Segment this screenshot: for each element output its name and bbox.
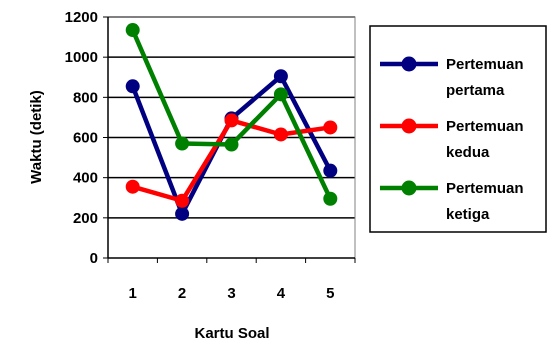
legend-label-1: Pertemuan pertama bbox=[446, 56, 524, 99]
x-tick-label-5: 5 bbox=[326, 285, 334, 302]
legend-label-3: Pertemuan ketiga bbox=[446, 180, 524, 223]
legend-label-line: pertama bbox=[446, 82, 505, 99]
data-point-s1-5 bbox=[323, 163, 338, 178]
data-point-s1-2 bbox=[175, 206, 190, 221]
legend-label-line: Pertemuan bbox=[446, 56, 524, 73]
legend-label-2: Pertemuan kedua bbox=[446, 118, 524, 161]
data-point-s3-3 bbox=[224, 137, 239, 152]
data-point-s2-1 bbox=[125, 179, 140, 194]
y-tick-label-400: 400 bbox=[73, 170, 98, 187]
x-tick-label-2: 2 bbox=[178, 285, 186, 302]
data-point-s3-4 bbox=[273, 87, 288, 102]
y-axis-title: Waktu (detik) bbox=[28, 90, 45, 184]
data-point-s3-1 bbox=[125, 23, 140, 38]
data-point-s3-2 bbox=[175, 136, 190, 151]
data-point-s2-5 bbox=[323, 120, 338, 135]
data-point-s2-2 bbox=[175, 193, 190, 208]
y-tick-label-1000: 1000 bbox=[65, 49, 98, 66]
tick-labels: 0 200 400 600 800 1000 1200 1 2 3 4 5 bbox=[65, 9, 335, 302]
y-tick-label-0: 0 bbox=[90, 250, 98, 267]
legend-box bbox=[369, 25, 547, 233]
series-3 bbox=[125, 23, 338, 206]
legend-label-line: Pertemuan bbox=[446, 118, 524, 135]
legend-label-line: ketiga bbox=[446, 206, 490, 223]
data-point-s1-4 bbox=[273, 69, 288, 84]
y-tick-label-600: 600 bbox=[73, 130, 98, 147]
legend-marker-3 bbox=[401, 180, 417, 196]
x-tick-label-4: 4 bbox=[277, 285, 286, 302]
legend-marker-1 bbox=[401, 56, 417, 72]
data-point-s2-3 bbox=[224, 113, 239, 128]
legend-marker-2 bbox=[401, 118, 417, 134]
legend: Pertemuan pertama Pertemuan kedua Pertemuan k… bbox=[369, 25, 547, 233]
y-tick-label-1200: 1200 bbox=[65, 9, 98, 26]
data-point-s3-5 bbox=[323, 191, 338, 206]
legend-label-line: Pertemuan bbox=[446, 180, 524, 197]
x-axis-title: Kartu Soal bbox=[194, 325, 269, 342]
data-point-s2-4 bbox=[273, 127, 288, 142]
data-point-s1-1 bbox=[125, 79, 140, 94]
series-lines bbox=[125, 23, 338, 221]
y-tick-label-800: 800 bbox=[73, 89, 98, 106]
x-tick-label-1: 1 bbox=[129, 285, 137, 302]
axes bbox=[103, 16, 356, 263]
x-tick-label-3: 3 bbox=[227, 285, 235, 302]
y-tick-label-200: 200 bbox=[73, 210, 98, 227]
legend-label-line: kedua bbox=[446, 144, 490, 161]
